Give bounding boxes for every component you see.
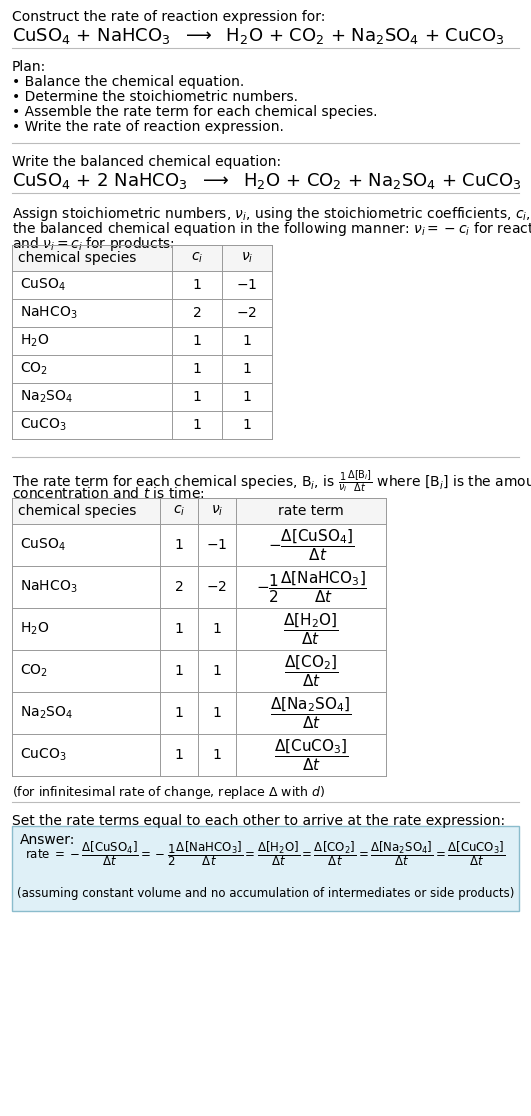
Text: Write the balanced chemical equation:: Write the balanced chemical equation: [12,155,281,169]
Text: 1: 1 [193,334,201,348]
Text: 1: 1 [243,334,252,348]
Text: $\dfrac{\Delta[\mathrm{CuCO_3}]}{\Delta t}$: $\dfrac{\Delta[\mathrm{CuCO_3}]}{\Delta … [273,737,348,773]
Text: CuSO$_4$ + 2 NaHCO$_3$  $\longrightarrow$  H$_2$O + CO$_2$ + Na$_2$SO$_4$ + CuCO: CuSO$_4$ + 2 NaHCO$_3$ $\longrightarrow$… [12,171,522,191]
Text: NaHCO$_3$: NaHCO$_3$ [20,579,78,595]
Text: $-\dfrac{1}{2}\dfrac{\Delta[\mathrm{NaHCO_3}]}{\Delta t}$: $-\dfrac{1}{2}\dfrac{\Delta[\mathrm{NaHC… [255,569,366,605]
Text: H$_2$O: H$_2$O [20,333,49,349]
Text: 1: 1 [175,748,183,762]
Text: rate $= -\dfrac{\Delta[\mathrm{CuSO_4}]}{\Delta t} = -\dfrac{1}{2}\dfrac{\Delta[: rate $= -\dfrac{\Delta[\mathrm{CuSO_4}]}… [25,839,506,868]
Text: 1: 1 [212,748,221,762]
Text: CO$_2$: CO$_2$ [20,663,48,680]
Text: 1: 1 [193,278,201,292]
Text: 1: 1 [243,362,252,376]
Text: • Balance the chemical equation.: • Balance the chemical equation. [12,75,244,89]
Text: (for infinitesimal rate of change, replace $\Delta$ with $d$): (for infinitesimal rate of change, repla… [12,785,325,801]
Text: Answer:: Answer: [20,833,75,847]
Text: 1: 1 [175,538,183,552]
Text: The rate term for each chemical species, B$_i$, is $\frac{1}{\nu_i}\frac{\Delta[: The rate term for each chemical species,… [12,469,531,496]
Text: 1: 1 [212,706,221,720]
Text: 1: 1 [212,664,221,679]
Text: CuSO$_4$: CuSO$_4$ [20,277,66,294]
Text: 1: 1 [193,389,201,404]
Text: $-2$: $-2$ [236,306,258,320]
Text: 1: 1 [243,389,252,404]
Text: chemical species: chemical species [18,504,136,518]
Text: CuSO$_4$: CuSO$_4$ [20,537,66,554]
Bar [12,246,272,271]
Text: $\nu_i$: $\nu_i$ [211,503,223,518]
Text: 1: 1 [193,418,201,432]
Text: $\nu_i$: $\nu_i$ [241,251,253,266]
Text: 1: 1 [175,664,183,679]
Text: 2: 2 [175,580,183,594]
Text: CuCO$_3$: CuCO$_3$ [20,747,66,763]
Text: $c_i$: $c_i$ [191,251,203,266]
Text: Set the rate terms equal to each other to arrive at the rate expression:: Set the rate terms equal to each other t… [12,814,505,828]
Text: $\dfrac{\Delta[\mathrm{H_2O}]}{\Delta t}$: $\dfrac{\Delta[\mathrm{H_2O}]}{\Delta t}… [284,612,339,647]
Text: and $\nu_i = c_i$ for products:: and $\nu_i = c_i$ for products: [12,235,175,253]
Text: H$_2$O: H$_2$O [20,620,49,637]
Text: (assuming constant volume and no accumulation of intermediates or side products): (assuming constant volume and no accumul… [17,887,514,901]
Text: • Write the rate of reaction expression.: • Write the rate of reaction expression. [12,121,284,134]
Text: CuSO$_4$ + NaHCO$_3$  $\longrightarrow$  H$_2$O + CO$_2$ + Na$_2$SO$_4$ + CuCO$_: CuSO$_4$ + NaHCO$_3$ $\longrightarrow$ H… [12,26,504,46]
Text: 1: 1 [243,418,252,432]
Text: CuCO$_3$: CuCO$_3$ [20,416,66,433]
Text: chemical species: chemical species [18,251,136,264]
Text: Na$_2$SO$_4$: Na$_2$SO$_4$ [20,388,73,405]
Text: rate term: rate term [278,504,344,518]
Text: Plan:: Plan: [12,60,46,74]
Text: $-\dfrac{\Delta[\mathrm{CuSO_4}]}{\Delta t}$: $-\dfrac{\Delta[\mathrm{CuSO_4}]}{\Delta… [268,527,354,562]
Text: • Assemble the rate term for each chemical species.: • Assemble the rate term for each chemic… [12,105,378,119]
Text: $-1$: $-1$ [207,538,228,552]
Text: $c_i$: $c_i$ [173,503,185,518]
Bar [12,498,386,525]
Text: 1: 1 [212,622,221,636]
Text: the balanced chemical equation in the following manner: $\nu_i = -c_i$ for react: the balanced chemical equation in the fo… [12,220,531,238]
Text: Na$_2$SO$_4$: Na$_2$SO$_4$ [20,705,73,721]
Text: • Determine the stoichiometric numbers.: • Determine the stoichiometric numbers. [12,90,298,104]
Text: Construct the rate of reaction expression for:: Construct the rate of reaction expressio… [12,10,326,25]
Text: concentration and $t$ is time:: concentration and $t$ is time: [12,485,205,501]
Text: 1: 1 [175,706,183,720]
Text: 1: 1 [193,362,201,376]
Text: $\dfrac{\Delta[\mathrm{CO_2}]}{\Delta t}$: $\dfrac{\Delta[\mathrm{CO_2}]}{\Delta t}… [284,653,338,689]
Text: CO$_2$: CO$_2$ [20,360,48,377]
Text: $\dfrac{\Delta[\mathrm{Na_2SO_4}]}{\Delta t}$: $\dfrac{\Delta[\mathrm{Na_2SO_4}]}{\Delt… [270,695,352,731]
FancyBboxPatch shape [12,826,519,911]
Text: 2: 2 [193,306,201,320]
Text: Assign stoichiometric numbers, $\nu_i$, using the stoichiometric coefficients, $: Assign stoichiometric numbers, $\nu_i$, … [12,205,531,223]
Text: 1: 1 [175,622,183,636]
Text: NaHCO$_3$: NaHCO$_3$ [20,305,78,321]
Text: $-2$: $-2$ [207,580,227,594]
Text: $-1$: $-1$ [236,278,258,292]
